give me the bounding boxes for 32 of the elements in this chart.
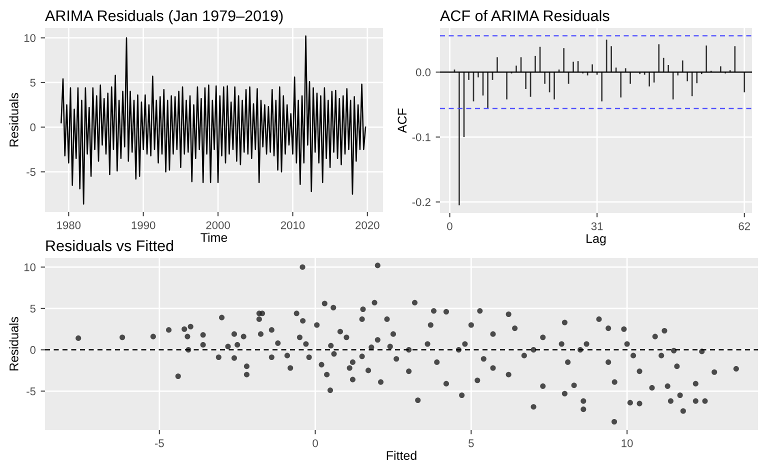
x-tick-label: 31 [591, 222, 603, 230]
y-tick-label: 10 [24, 263, 36, 272]
x-tick-label: 1990 [132, 221, 156, 230]
chart-title: ARIMA Residuals (Jan 1979–2019) [45, 10, 283, 24]
y-tick-label: 0 [30, 123, 36, 132]
x-tick-label: -5 [154, 439, 164, 448]
x-tick-label: 2020 [356, 221, 380, 230]
y-tick-label: 5 [30, 78, 36, 87]
y-tick-label: -0.2 [412, 198, 430, 206]
y-axis-title: Residuals [9, 317, 18, 370]
x-tick-label: 10 [622, 439, 633, 448]
y-tick-label: -5 [26, 388, 36, 396]
x-tick-label: 0 [447, 222, 452, 230]
x-tick-label: 0 [312, 439, 318, 448]
y-tick-label: 0.0 [416, 68, 431, 76]
x-tick-label: 5 [468, 439, 474, 448]
x-axis-title: Fitted [386, 450, 416, 460]
x-axis-title: Time [200, 232, 228, 242]
y-tick-label: -0.1 [412, 133, 430, 142]
y-tick-label: 10 [24, 34, 36, 42]
chart-title: ACF of ARIMA Residuals [440, 10, 610, 22]
x-tick-label: 1980 [57, 221, 81, 230]
y-tick-label: 0 [30, 346, 36, 354]
y-axis-title: ACF [398, 108, 407, 133]
x-axis-title: Lag [586, 234, 606, 246]
x-tick-label: 2000 [206, 221, 230, 230]
x-tick-label: 2010 [280, 221, 305, 230]
y-tick-label: 5 [30, 304, 36, 313]
y-axis-title: Residuals [9, 93, 18, 146]
chart-title: Residuals vs Fitted [46, 240, 174, 252]
x-tick-label: 62 [738, 222, 750, 230]
y-tick-label: -5 [26, 168, 36, 176]
